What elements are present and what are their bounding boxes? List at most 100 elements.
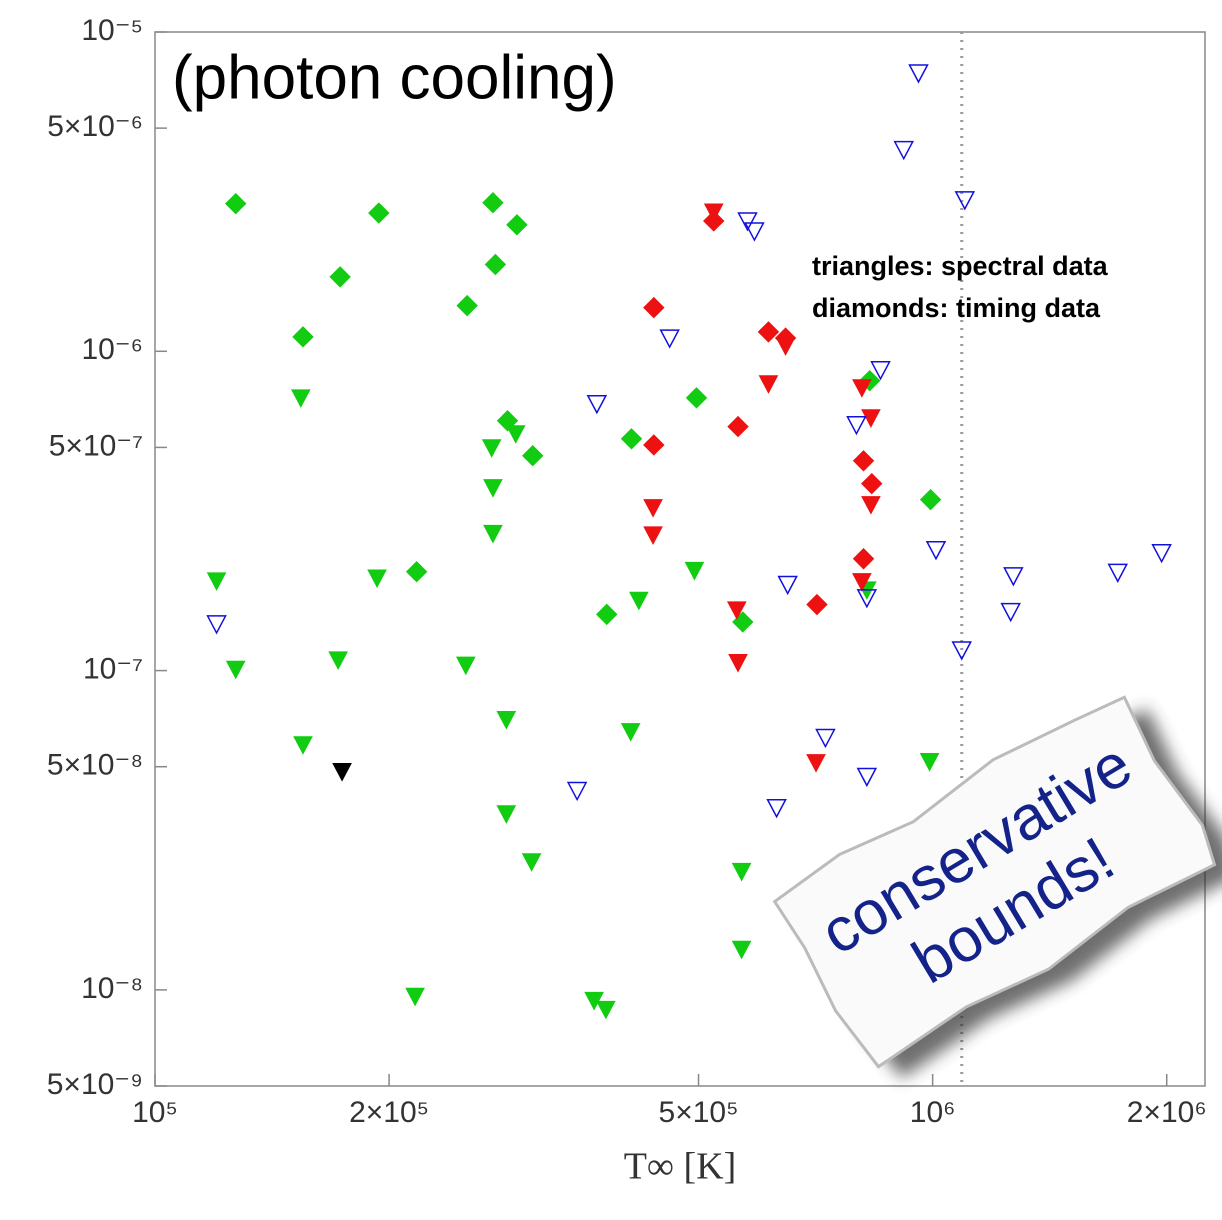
marker xyxy=(684,561,705,581)
plot-frame xyxy=(154,31,1206,1087)
marker xyxy=(566,781,588,802)
marker xyxy=(506,214,528,236)
x-tick-label: 2×10⁵ xyxy=(349,1096,429,1129)
marker xyxy=(643,434,665,456)
marker xyxy=(328,651,348,670)
marker xyxy=(225,660,246,680)
y-tick-label: 5×10⁻⁷ xyxy=(49,429,143,462)
marker xyxy=(775,337,796,356)
marker xyxy=(703,203,724,223)
marker xyxy=(737,212,758,232)
marker xyxy=(505,425,526,444)
marker xyxy=(225,192,247,215)
marker xyxy=(484,253,507,276)
marker xyxy=(744,222,765,242)
plot-area: 10⁵ 2×10⁵ 5×10⁵ 10⁶ 2×10⁶ 5×10⁻⁹ 10⁻⁸ 5×10⁻⁸ 10⁻… xyxy=(47,14,1207,1129)
marker xyxy=(368,202,390,224)
marker xyxy=(659,329,680,349)
y-tick-label: 10⁻⁸ xyxy=(81,972,143,1005)
marker xyxy=(919,753,940,772)
marker xyxy=(777,575,798,596)
marker xyxy=(727,415,749,438)
marker xyxy=(643,499,663,518)
marker xyxy=(496,710,517,730)
marker xyxy=(954,191,976,211)
marker xyxy=(908,64,929,84)
marker xyxy=(1000,602,1021,623)
marker xyxy=(405,561,428,583)
y-tick-label: 5×10⁻⁸ xyxy=(47,749,143,782)
marker xyxy=(521,853,542,872)
marker xyxy=(456,294,478,317)
marker xyxy=(292,326,314,348)
marker xyxy=(852,573,872,592)
x-tick-label: 2×10⁶ xyxy=(1127,1096,1207,1129)
marker xyxy=(482,191,504,214)
y-tick-label: 5×10⁻⁹ xyxy=(47,1068,143,1101)
sticker: conservative bounds! xyxy=(772,695,1222,1079)
marker xyxy=(685,387,708,409)
marker xyxy=(852,379,872,398)
marker xyxy=(815,728,836,749)
marker xyxy=(405,987,425,1007)
marker xyxy=(766,798,787,819)
marker xyxy=(846,415,867,436)
marker xyxy=(731,862,752,882)
marker xyxy=(1107,563,1128,584)
x-tick-label: 5×10⁵ xyxy=(659,1096,739,1129)
marker xyxy=(852,450,875,472)
marker xyxy=(806,754,826,773)
marker xyxy=(856,589,878,609)
marker xyxy=(757,321,780,343)
annotation: diamonds: timing data xyxy=(812,293,1101,323)
marker xyxy=(481,439,502,458)
marker xyxy=(483,524,503,544)
marker xyxy=(919,488,942,511)
marker xyxy=(856,767,878,788)
marker xyxy=(758,375,779,394)
marker xyxy=(455,656,476,676)
marker xyxy=(925,541,947,561)
y-tick-label: 5×10⁻⁶ xyxy=(47,110,143,143)
marker xyxy=(620,428,643,450)
marker xyxy=(893,140,914,161)
marker xyxy=(951,641,972,661)
marker xyxy=(596,1000,616,1020)
marker xyxy=(861,472,883,495)
y-tick-label: 10⁻⁵ xyxy=(81,14,143,47)
marker xyxy=(329,266,351,288)
marker xyxy=(728,654,748,673)
marker xyxy=(1003,567,1024,587)
marker xyxy=(596,603,618,626)
y-tick-label: 10⁻⁷ xyxy=(83,653,143,686)
marker xyxy=(206,615,227,635)
y-tick-label: 10⁻⁶ xyxy=(81,333,143,366)
marker xyxy=(1151,543,1172,564)
marker xyxy=(861,409,881,428)
marker xyxy=(483,479,503,498)
marker xyxy=(206,572,227,591)
x-axis-label: T∞ [K] xyxy=(624,1146,737,1188)
marker xyxy=(586,395,608,415)
marker xyxy=(870,361,891,381)
marker xyxy=(643,296,665,319)
marker xyxy=(620,723,641,742)
chart-title: (photon cooling) xyxy=(172,43,617,112)
marker xyxy=(367,569,387,589)
marker xyxy=(643,526,663,545)
annotation: triangles: spectral data xyxy=(812,251,1109,281)
marker xyxy=(806,593,828,616)
marker xyxy=(861,496,881,515)
marker xyxy=(290,389,311,408)
marker xyxy=(629,591,649,611)
marker xyxy=(332,763,352,782)
marker xyxy=(731,940,752,960)
marker xyxy=(852,548,875,570)
x-tick-label: 10⁵ xyxy=(132,1096,178,1129)
x-tick-label: 10⁶ xyxy=(910,1096,956,1129)
marker xyxy=(293,736,313,755)
marker xyxy=(496,805,517,824)
marker xyxy=(522,444,544,467)
marker xyxy=(726,601,747,620)
